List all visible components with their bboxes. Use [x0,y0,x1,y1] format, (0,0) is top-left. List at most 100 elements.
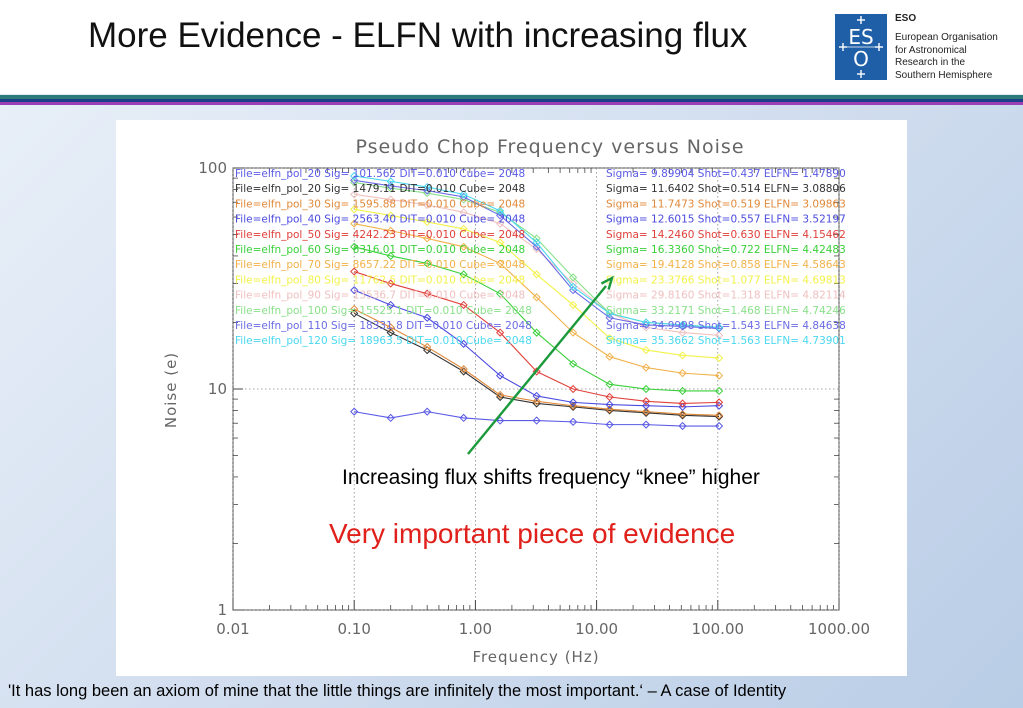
data-point [678,409,687,419]
legend-entry-left: File=elfn_pol_120 Sig= 18963.5 DIT=0.010… [235,335,532,347]
org-name-line: Research in the [895,57,966,68]
data-point [496,390,505,400]
data-point [641,401,651,410]
data-point [496,259,505,268]
legend-entry-right: Sigma= 23.3766 Shot=1.077 ELFN= 4.69813 [606,274,846,286]
org-name-line: European Organisation [895,32,998,43]
data-point [569,300,578,310]
data-point [496,211,505,220]
data-point [532,238,541,247]
data-point [423,313,432,322]
series-line [354,246,720,392]
noise-vs-frequency-chart: 0.01 0.10 1.00 10.00 100.00 1000.00 1 10 100 Pseu… [162,136,870,666]
data-point [423,217,432,227]
data-point [496,328,505,337]
data-point [605,313,614,322]
data-point [459,224,468,234]
data-point [678,386,687,396]
legend-entry-right: Sigma= 19.4128 Shot=0.858 ELFN= 4.58643 [606,259,846,271]
data-point [678,320,687,330]
data-point [459,208,468,217]
data-point [386,323,395,332]
data-point [678,351,687,360]
data-point [350,304,359,314]
data-point [605,333,614,343]
x-axis-label: Frequency (Hz) [472,648,599,666]
legend-entry-left: File=elfn_pol_40 Sig= 2563.40 DIT=0.010 … [235,214,525,226]
data-point [386,177,395,186]
data-point [350,267,359,276]
data-point [641,363,651,372]
data-point [678,421,687,431]
data-point [386,181,395,190]
x-tick-label: 100.00 [692,620,745,638]
data-point [605,380,614,389]
data-point [605,309,614,318]
data-point [714,401,724,410]
org-name-line: for Astronomical [895,44,967,56]
data-point [641,407,651,416]
data-point [714,398,724,407]
y-tick-label: 100 [198,159,227,177]
data-point [423,182,432,192]
data-point [569,384,578,394]
data-point [532,293,541,302]
data-point [386,226,395,235]
data-point [532,328,541,337]
data-point [423,186,432,195]
legend-entry-left: File=elfn_pol_100 Sig= 15525.1 DIT=0.010… [235,305,532,317]
data-point [423,289,432,298]
legend-entry-left: File=elfn_pol_20 Sig= 101.562 DIT=0.010 … [235,168,525,180]
data-point [714,421,724,431]
data-point [386,279,395,288]
data-point [386,300,395,310]
data-point [569,398,578,407]
org-abbrev: ESO [895,13,917,24]
series-line [354,193,720,336]
x-tick-label: 0.10 [337,620,370,638]
data-point [569,282,578,291]
legend-entry-left: File=elfn_pol_30 Sig= 1595.88 DIT=0.010 … [235,198,525,210]
x-tick-label: 1000.00 [808,620,870,638]
legend-entry-left: File=elfn_pol_90 Sig= 13536.7 DIT=0.010 … [235,290,525,302]
legend-entry-right: Sigma= 11.7473 Shot=0.519 ELFN= 3.09863 [606,198,846,210]
legend-entry-left: File=elfn_pol_20 Sig= 1479.11 DIT=0.010 … [235,183,525,195]
legend-entry-right: Sigma= 11.6402 Shot=0.514 ELFN= 3.08806 [606,183,846,195]
legend-entry-right: Sigma= 9.89904 Shot=0.437 ELFN= 1.47890 [606,168,846,180]
chart-title: Pseudo Chop Frequency versus Noise [355,136,744,158]
data-point [459,300,468,310]
data-point [569,401,578,410]
series-line [354,208,720,359]
data-point [641,397,651,406]
series-line [353,289,720,408]
data-point [641,420,651,429]
series-line [354,411,720,427]
data-point [459,413,468,423]
data-point [496,289,505,298]
data-point [423,342,432,352]
data-point [532,397,541,406]
data-point [569,273,578,282]
x-tick-label: 10.00 [575,620,618,638]
data-point [386,413,395,423]
data-point [605,420,614,429]
slide-title: More Evidence - ELFN with increasing flu… [88,16,748,55]
footer-quote: 'It has long been an axiom of mine that … [8,682,787,700]
y-axis-label: Noise (e) [162,352,180,428]
data-point [641,345,651,355]
data-point [459,365,468,374]
series-line [354,223,720,377]
data-point [386,195,395,204]
data-point [605,392,614,402]
x-tick-label: 0.01 [216,620,249,638]
series-line [354,175,720,328]
data-point [532,391,541,401]
data-point [714,331,724,340]
data-point [386,211,395,220]
data-point [641,384,651,394]
x-tick-label: 1.00 [459,620,492,638]
data-point [532,367,541,376]
data-point [532,416,541,425]
org-name-line: Southern Hemisphere [895,69,993,81]
svg-text:O: O [853,47,869,71]
